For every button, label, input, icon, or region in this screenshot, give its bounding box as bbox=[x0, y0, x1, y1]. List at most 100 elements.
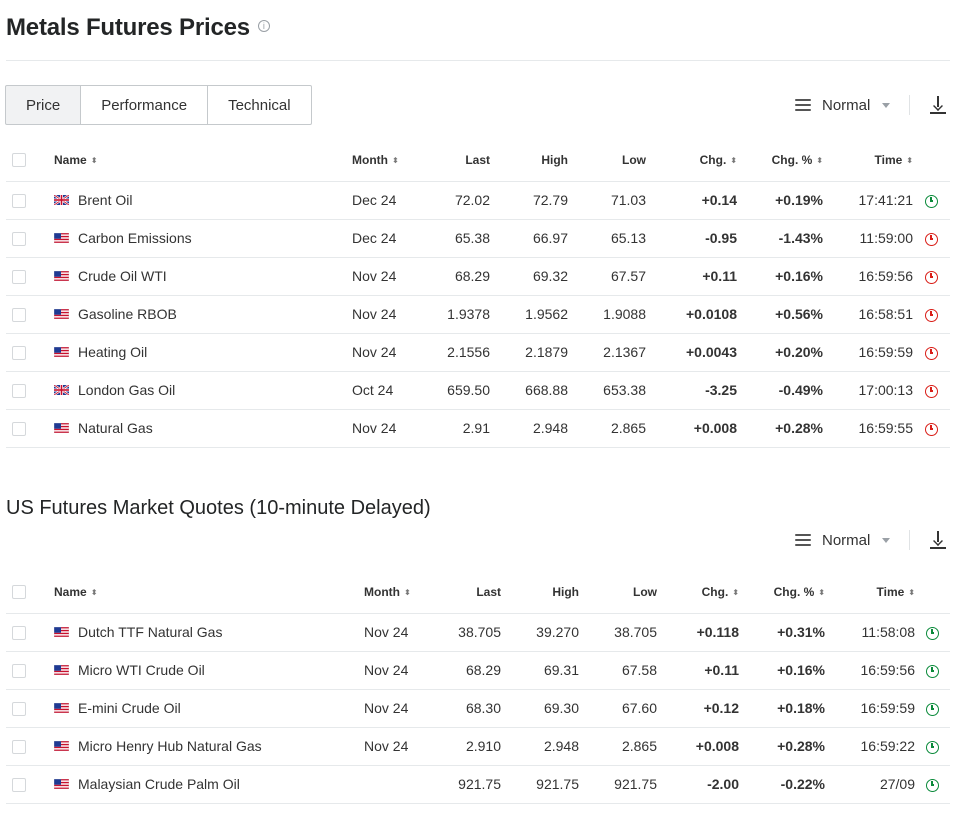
instrument-name[interactable]: Brent Oil bbox=[50, 181, 352, 220]
chg-cell: -2.00 bbox=[657, 765, 739, 804]
col-chg[interactable]: Chg. ⬍ bbox=[646, 139, 737, 182]
col-low: Low bbox=[568, 139, 646, 182]
col-month[interactable]: Month ⬍ bbox=[364, 571, 428, 614]
instrument-name[interactable]: London Gas Oil bbox=[50, 371, 352, 410]
flag-us-icon bbox=[54, 665, 69, 675]
instrument-name[interactable]: Micro Henry Hub Natural Gas bbox=[50, 727, 364, 766]
row-checkbox[interactable] bbox=[6, 219, 50, 258]
instrument-name[interactable]: Gasoline RBOB bbox=[50, 295, 352, 334]
tab-technical[interactable]: Technical bbox=[208, 85, 312, 125]
chg-cell: +0.11 bbox=[657, 651, 739, 690]
view-tabs: Price Performance Technical bbox=[5, 85, 312, 125]
sort-icon: ⬍ bbox=[906, 155, 913, 165]
table-row[interactable]: Micro WTI Crude Oil Nov 24 68.29 69.31 67.58… bbox=[6, 651, 950, 690]
flag-us-icon bbox=[54, 423, 69, 433]
col-time[interactable]: Time ⬍ bbox=[823, 139, 913, 182]
instrument-name[interactable]: E-mini Crude Oil bbox=[50, 689, 364, 728]
chg-cell: +0.12 bbox=[657, 689, 739, 728]
row-checkbox[interactable] bbox=[6, 181, 50, 220]
col-chg-pct[interactable]: Chg. % ⬍ bbox=[737, 139, 823, 182]
market-status bbox=[915, 613, 950, 652]
clock-icon bbox=[925, 270, 938, 284]
low-cell: 65.13 bbox=[568, 219, 646, 258]
market-status bbox=[913, 371, 950, 410]
month-cell: Oct 24 bbox=[352, 371, 416, 410]
view-controls-2: Normal bbox=[795, 528, 947, 552]
market-status bbox=[913, 181, 950, 220]
instrument-name[interactable]: Malaysian Crude Palm Oil bbox=[50, 765, 364, 804]
sort-icon: ⬍ bbox=[391, 155, 399, 165]
clock-icon bbox=[926, 702, 939, 716]
low-cell: 653.38 bbox=[568, 371, 646, 410]
view-selector[interactable]: Normal bbox=[822, 96, 871, 114]
row-checkbox[interactable] bbox=[6, 409, 50, 448]
low-cell: 67.57 bbox=[568, 257, 646, 296]
chevron-down-icon[interactable] bbox=[882, 102, 891, 108]
low-cell: 1.9088 bbox=[568, 295, 646, 334]
col-month[interactable]: Month ⬍ bbox=[352, 139, 416, 182]
table-row[interactable]: Carbon Emissions Dec 24 65.38 66.97 65.13 -0.… bbox=[6, 219, 950, 258]
table-row[interactable]: Micro Henry Hub Natural Gas Nov 24 2.910 2.… bbox=[6, 727, 950, 766]
low-cell: 2.865 bbox=[568, 409, 646, 448]
page-header: Metals Futures Prices i bbox=[6, 14, 270, 42]
view-selector[interactable]: Normal bbox=[822, 531, 871, 549]
instrument-name[interactable]: Natural Gas bbox=[50, 409, 352, 448]
col-chg[interactable]: Chg. ⬍ bbox=[657, 571, 739, 614]
time-cell: 16:59:22 bbox=[825, 727, 915, 766]
table-row[interactable]: E-mini Crude Oil Nov 24 68.30 69.30 67.60 +0.… bbox=[6, 689, 950, 728]
table-row[interactable]: Natural Gas Nov 24 2.91 2.948 2.865 +0.008 +0.… bbox=[6, 409, 950, 448]
chg-cell: +0.0043 bbox=[646, 333, 737, 372]
table-row[interactable]: Malaysian Crude Palm Oil 921.75 921.75 921.… bbox=[6, 765, 950, 804]
col-name[interactable]: Name ⬍ bbox=[50, 571, 364, 614]
table-row[interactable]: Gasoline RBOB Nov 24 1.9378 1.9562 1.9088 +0.… bbox=[6, 295, 950, 334]
col-status bbox=[913, 139, 950, 182]
row-checkbox[interactable] bbox=[6, 371, 50, 410]
download-icon[interactable] bbox=[930, 531, 947, 549]
sort-icon: ⬍ bbox=[403, 587, 411, 597]
table-row[interactable]: Dutch TTF Natural Gas Nov 24 38.705 39.270 3… bbox=[6, 613, 950, 652]
table-row[interactable]: Crude Oil WTI Nov 24 68.29 69.32 67.57 +0.11 +… bbox=[6, 257, 950, 296]
row-checkbox[interactable] bbox=[6, 613, 50, 652]
row-checkbox[interactable] bbox=[6, 257, 50, 296]
high-cell: 66.97 bbox=[490, 219, 568, 258]
month-cell: Nov 24 bbox=[364, 689, 428, 728]
chg-pct-cell: -0.22% bbox=[739, 765, 825, 804]
chevron-down-icon[interactable] bbox=[882, 537, 891, 543]
market-status bbox=[913, 257, 950, 296]
instrument-name[interactable]: Crude Oil WTI bbox=[50, 257, 352, 296]
high-cell: 72.79 bbox=[490, 181, 568, 220]
low-cell: 67.58 bbox=[579, 651, 657, 690]
row-checkbox[interactable] bbox=[6, 765, 50, 804]
high-cell: 668.88 bbox=[490, 371, 568, 410]
col-chg-pct[interactable]: Chg. % ⬍ bbox=[739, 571, 825, 614]
row-checkbox[interactable] bbox=[6, 295, 50, 334]
table-row[interactable]: Heating Oil Nov 24 2.1556 2.1879 2.1367 +0.00… bbox=[6, 333, 950, 372]
table-row[interactable]: Brent Oil Dec 24 72.02 72.79 71.03 +0.14 +0.19… bbox=[6, 181, 950, 220]
row-checkbox[interactable] bbox=[6, 651, 50, 690]
info-icon[interactable]: i bbox=[257, 20, 270, 32]
tab-performance[interactable]: Performance bbox=[81, 85, 209, 125]
row-checkbox[interactable] bbox=[6, 727, 50, 766]
col-name[interactable]: Name ⬍ bbox=[50, 139, 352, 182]
select-all-checkbox[interactable] bbox=[6, 139, 50, 182]
time-cell: 11:59:00 bbox=[823, 219, 913, 258]
menu-icon[interactable] bbox=[795, 99, 811, 111]
last-cell: 2.910 bbox=[428, 727, 501, 766]
row-checkbox[interactable] bbox=[6, 689, 50, 728]
time-cell: 17:00:13 bbox=[823, 371, 913, 410]
high-cell: 921.75 bbox=[501, 765, 579, 804]
select-all-checkbox[interactable] bbox=[6, 571, 50, 614]
last-cell: 2.1556 bbox=[416, 333, 490, 372]
instrument-name[interactable]: Heating Oil bbox=[50, 333, 352, 372]
row-checkbox[interactable] bbox=[6, 333, 50, 372]
tab-price[interactable]: Price bbox=[5, 85, 82, 125]
table-header-row: Name ⬍ Month ⬍ Last High Low Chg. ⬍ Chg. % ⬍… bbox=[6, 139, 950, 182]
menu-icon[interactable] bbox=[795, 534, 811, 546]
col-time[interactable]: Time ⬍ bbox=[825, 571, 915, 614]
instrument-name[interactable]: Micro WTI Crude Oil bbox=[50, 651, 364, 690]
download-icon[interactable] bbox=[930, 96, 947, 114]
instrument-name[interactable]: Dutch TTF Natural Gas bbox=[50, 613, 364, 652]
month-cell: Dec 24 bbox=[352, 181, 416, 220]
instrument-name[interactable]: Carbon Emissions bbox=[50, 219, 352, 258]
table-row[interactable]: London Gas Oil Oct 24 659.50 668.88 653.38 -3… bbox=[6, 371, 950, 410]
